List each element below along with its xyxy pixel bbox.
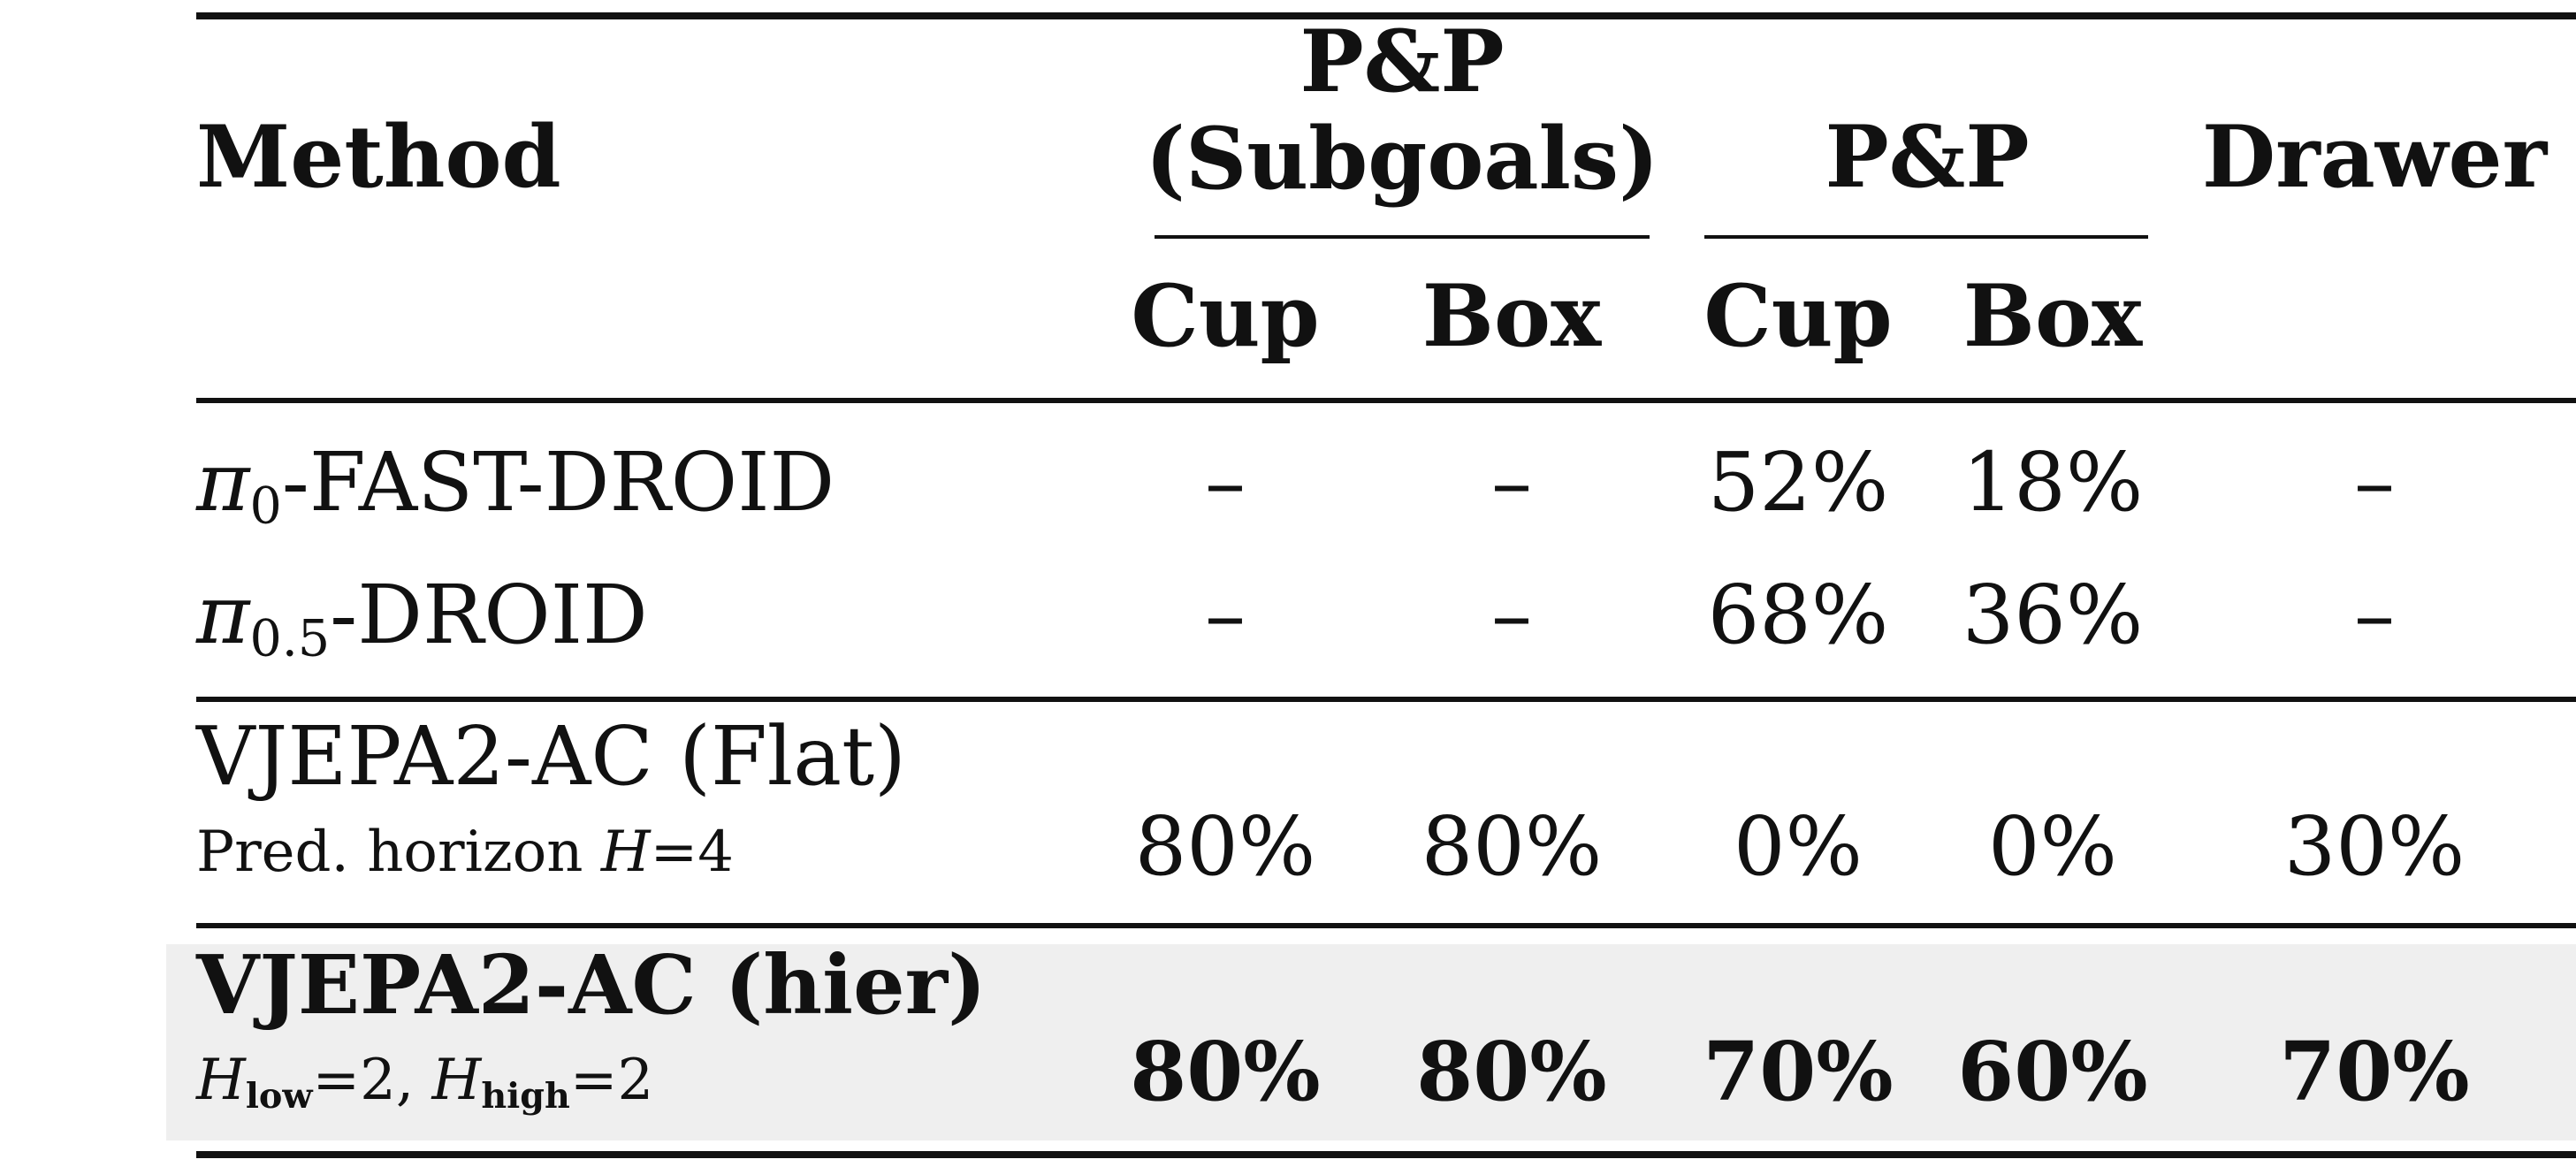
- detail-prefix: Pred. horizon: [196, 820, 601, 885]
- cell: 0%: [1734, 799, 1863, 894]
- row-name-pi05-droid: π0.5-DROID: [196, 575, 648, 664]
- cell: 30%: [2283, 799, 2465, 894]
- row-detail-flat: Pred. horizon H=4: [196, 824, 734, 881]
- detail-sub-low: low: [245, 1075, 313, 1117]
- cell: 80%: [1421, 799, 1603, 894]
- header-pp: P&P: [1825, 107, 2030, 207]
- highlight-row-band: [166, 944, 2576, 1140]
- detail-eq-low: =2,: [312, 1048, 432, 1113]
- cell: –: [1205, 568, 1246, 662]
- row-name-vjepa2-hier: VJEPA2-AC (hier): [196, 937, 987, 1033]
- mid-rule-2: [196, 923, 2576, 928]
- header-method: Method: [196, 107, 561, 207]
- detail-var-high: H: [431, 1048, 482, 1113]
- top-rule: [196, 12, 2576, 19]
- cell: 80%: [1130, 1024, 1321, 1119]
- cell: 80%: [1416, 1024, 1607, 1119]
- cell: –: [1205, 435, 1246, 530]
- pi-symbol: π: [196, 568, 250, 662]
- cell: 0%: [1988, 799, 2117, 894]
- row-name-rest: -FAST-DROID: [281, 435, 835, 530]
- row-name-vjepa2-flat: VJEPA2-AC (Flat): [196, 709, 906, 804]
- detail-var-low: H: [196, 1048, 246, 1113]
- header-cup-subgoals: Cup: [1131, 266, 1320, 366]
- cell: –: [1491, 568, 1532, 662]
- header-drawer: Drawer: [2201, 107, 2548, 207]
- cell: 68%: [1707, 568, 1889, 662]
- pi-symbol: π: [196, 435, 250, 530]
- group-rule-subgoals: [1155, 235, 1650, 239]
- mid-rule-1: [196, 697, 2576, 702]
- cell: 36%: [1962, 568, 2144, 662]
- cell: 52%: [1707, 435, 1889, 530]
- cell: 80%: [1134, 799, 1316, 894]
- pi-subscript: 0: [249, 477, 282, 536]
- group-rule-pp: [1704, 235, 2148, 239]
- header-cup-pp: Cup: [1703, 266, 1893, 366]
- header-pp-subgoals-line2: (Subgoals): [1145, 109, 1659, 209]
- cell: –: [2354, 435, 2395, 530]
- cell: 70%: [1703, 1024, 1894, 1119]
- row-detail-hier: Hlow=2, Hhigh=2: [196, 1052, 653, 1115]
- cell: 18%: [1962, 435, 2144, 530]
- header-box-pp: Box: [1962, 266, 2143, 366]
- header-pp-subgoals-line1: P&P: [1299, 11, 1505, 111]
- detail-eq: =4: [650, 820, 734, 885]
- cell: –: [1491, 435, 1532, 530]
- row-name-rest: -DROID: [330, 568, 648, 662]
- header-box-subgoals: Box: [1421, 266, 1602, 366]
- bottom-rule: [196, 1151, 2576, 1158]
- detail-sub-high: high: [481, 1075, 570, 1117]
- cell: 60%: [1957, 1024, 2148, 1119]
- row-name-pi0-fast-droid: π0-FAST-DROID: [196, 442, 835, 531]
- header-rule: [196, 398, 2576, 403]
- detail-eq-high: =2: [569, 1048, 654, 1113]
- detail-var: H: [600, 820, 651, 885]
- cell: 70%: [2279, 1024, 2470, 1119]
- pi-subscript: 0.5: [249, 609, 331, 668]
- cell: –: [2354, 568, 2395, 662]
